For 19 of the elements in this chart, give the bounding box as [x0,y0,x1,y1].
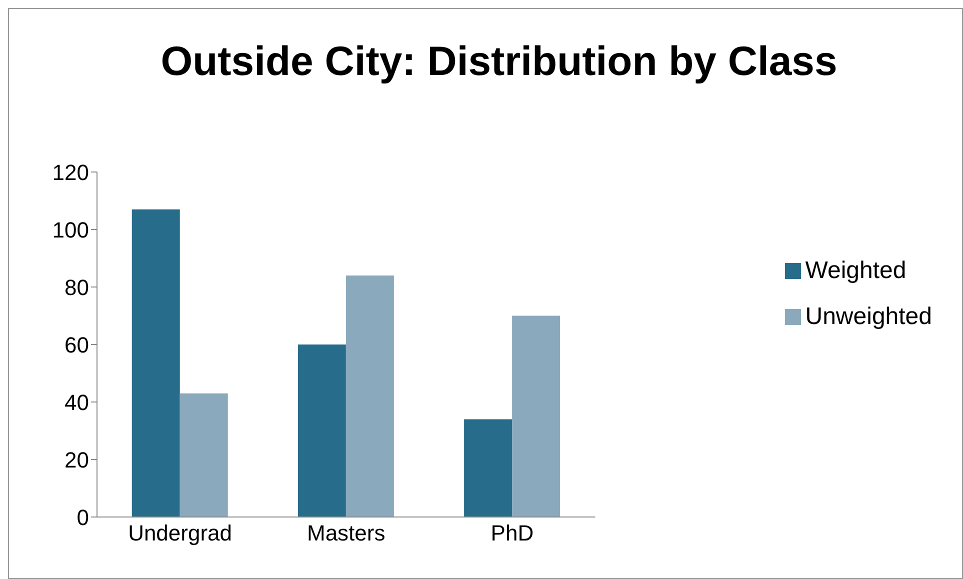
chart-title: Outside City: Distribution by Class [160,37,838,85]
x-tick-label: PhD [490,520,534,546]
legend-label: Weighted [805,256,906,284]
bar [132,209,180,517]
y-tick-label: 40 [64,390,89,415]
bar [464,419,512,517]
bar [512,316,560,517]
bar [298,344,346,517]
y-tick-label: 120 [52,160,89,185]
y-tick-label: 20 [64,447,89,472]
bar [180,393,228,517]
y-tick-label: 0 [76,504,89,530]
y-tick-label: 80 [64,274,89,300]
x-tick-label: Undergrad [128,520,232,546]
y-tick-label: 60 [64,332,89,358]
legend-label: Unweighted [805,302,932,330]
y-tick-label: 100 [52,217,89,242]
bar [346,276,394,517]
x-tick-label: Masters [307,520,386,546]
